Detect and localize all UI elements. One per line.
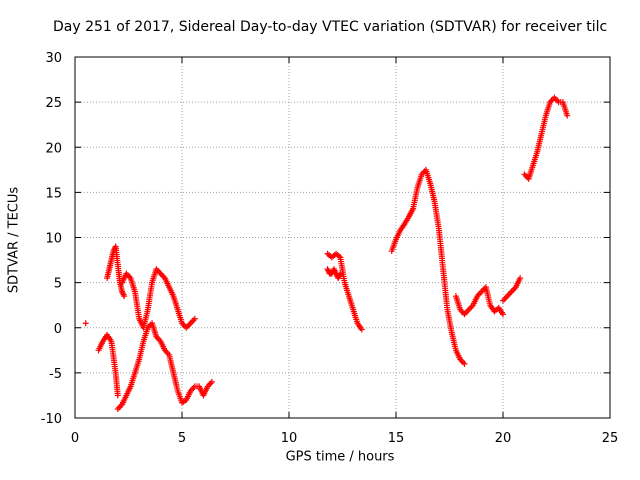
x-tick-label: 0 (71, 431, 79, 446)
y-tick-label: 5 (54, 277, 62, 292)
y-tick-label: 30 (45, 51, 62, 66)
data-point (208, 378, 215, 385)
y-axis-label: SDTVAR / TECUs (6, 186, 22, 294)
data-points-layer (82, 94, 571, 412)
x-axis-label: GPS time / hours (285, 449, 395, 465)
data-point (114, 392, 121, 399)
tick-label-layer: 0 5 10 15 20 25 -10 -5 0 5 10 15 20 25 30 (41, 51, 619, 446)
y-tick-label: 10 (45, 232, 62, 247)
y-tick-label: 25 (45, 96, 62, 111)
y-tick-label: -10 (41, 412, 62, 427)
data-point (121, 293, 128, 300)
y-tick-label: -5 (49, 367, 62, 382)
y-tick-label: 0 (54, 322, 62, 337)
x-tick-label: 20 (495, 431, 512, 446)
data-point (500, 311, 506, 318)
x-tick-label: 25 (602, 431, 619, 446)
grid-layer (75, 57, 610, 418)
chart-title: Day 251 of 2017, Sidereal Day-to-day VTE… (53, 19, 608, 35)
data-point (82, 320, 89, 327)
x-tick-label: 15 (388, 431, 405, 446)
x-tick-label: 10 (281, 431, 298, 446)
data-point (461, 360, 468, 367)
y-tick-label: 15 (45, 186, 62, 201)
axes-layer (74, 56, 611, 419)
y-tick-label: 20 (45, 141, 62, 156)
data-point (564, 112, 571, 119)
data-point (358, 326, 365, 333)
data-point (517, 275, 524, 282)
data-point (191, 315, 198, 322)
x-tick-label: 5 (178, 431, 186, 446)
